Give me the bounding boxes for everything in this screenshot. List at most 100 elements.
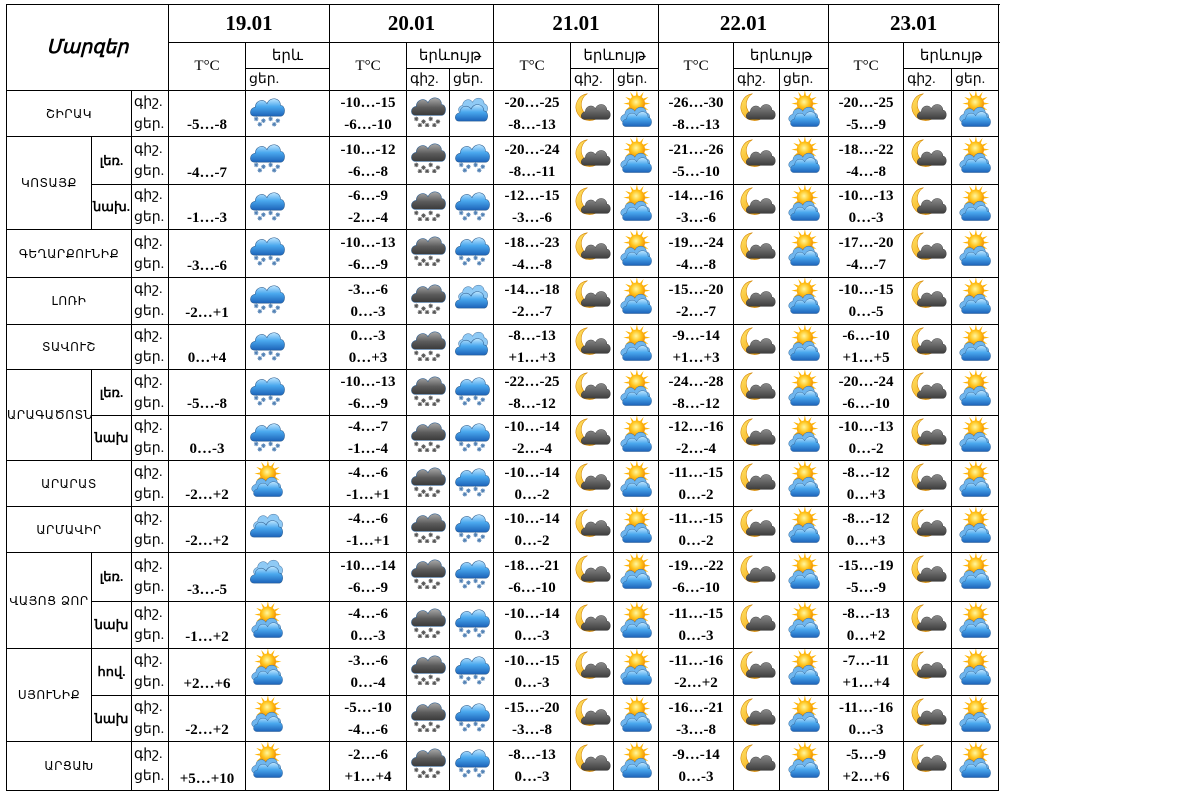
day-weather-icon-cell [613,695,660,742]
day-temperature: -3…-6 [168,229,246,278]
night-weather-icon-cell [733,695,781,742]
night-label: գիշ. [134,234,163,250]
day-weather-icon-cell [449,601,495,649]
day-temperature: +2…+6 [168,648,246,696]
night-weather-icon-cell [570,277,615,325]
forecast-table: Մարզեր19.0120.0121.0122.0123.0124.01T°Cե… [6,4,1000,791]
night-temperature: -15…-19 [838,558,894,574]
day-temperature: -5…-8 [168,90,246,137]
day-weather-icon-cell [951,695,1000,742]
night-label: գիշ. [134,606,163,621]
day-temperature: 0…-3 [350,304,386,320]
night-label: գիշ. [134,141,163,157]
day-weather-icon-cell [779,648,830,696]
sun-cloud-icon [959,416,991,452]
region-name: ԿՈՏԱՅՔ [6,136,92,230]
moon-cloud-icon [575,187,611,215]
moon-cloud-icon [740,139,776,167]
day-weather-icon-cell [779,324,830,370]
region-name: ՇԻՐԱԿ [6,90,132,137]
night-temperature: -15…-20 [668,282,724,298]
day-label: ցեր. [134,532,165,548]
day-weather-icon-cell [779,552,830,602]
snow-storm-cloud-icon [411,748,446,778]
day-weather-icon-cell [613,324,660,370]
day-temperature: -2…+2 [168,460,246,507]
day-temperature: -8…-13 [508,116,556,133]
moon-cloud-icon [575,327,611,355]
day-temperature: -6…-10 [672,580,720,596]
night-weather-icon-cell [903,648,953,696]
region-name: ԳԵՂԱՐՔՈՒՆԻՔ [6,229,132,278]
weather-icon-cell [244,695,331,742]
night-temperature: -11…-15 [668,510,724,527]
snow-cloud-icon [454,192,490,221]
day-weather-icon-cell [951,415,1000,461]
night-day-labels: գիշ. ցեր. [131,506,169,553]
day-temperature: -3…-8 [512,721,553,738]
day-weather-icon-cell [613,648,660,696]
night-temperature: -6…-9 [348,188,389,204]
temperature-range: -6…-9 -2…-4 [329,184,408,230]
night-weather-icon-cell [733,415,781,461]
night-temperature: -3…-6 [348,653,389,669]
sun-cloud-icon [959,461,991,497]
day-weather-icon-cell [779,184,830,230]
blue-cloud-icon [454,284,488,309]
day-temperature: 0…-3 [848,721,884,738]
day-temperature: 0…-3 [514,628,550,644]
temperature-range: -20…-24 -8…-11 [493,136,572,185]
temperature-range: -19…-22 -6…-10 [658,552,735,602]
night-weather-icon-cell [733,136,781,185]
subregion-label: լեռ. [91,136,132,185]
temperature-range: -11…-15 0…-2 [658,460,735,507]
night-weather-icon-cell [570,229,615,278]
subregion-label: լեռ. [91,369,132,416]
moon-cloud-icon [740,327,776,355]
night-temperature: -12…-16 [668,419,724,435]
night-weather-icon-cell [903,324,953,370]
night-temperature: -5…-10 [344,699,392,716]
day-weather-icon-cell [449,184,495,230]
forecast-row: ՇԻՐԱԿ գիշ. ցեր. -5…-8 -10…-15 -6…-10 -20…-25… [6,90,1000,137]
sun-cloud-icon [788,696,820,732]
sun-cloud-icon [251,461,283,497]
day-temperature: -5…-9 [846,580,887,596]
snow-storm-cloud-icon [411,236,446,266]
night-day-labels: գիշ. ցեր. [131,324,169,370]
temperature-range: -4…-6 -1…+1 [329,460,408,507]
sun-cloud-icon [620,370,652,406]
forecast-row: ԱՐԱԳԱԾՈՏՆ լեռ. գիշ. ցեր. -5…-8 -10…-13 -6…-9 [6,369,1000,461]
moon-cloud-icon [575,280,611,308]
day-weather-icon-cell [951,136,1000,185]
day-label: ցեր. [134,210,165,225]
night-temperature: -10…-15 [504,653,560,669]
day-weather-icon-cell [613,229,660,278]
night-weather-icon-cell [903,229,953,278]
snow-storm-cloud-icon [411,655,446,685]
night-weather-icon-cell [903,136,953,185]
night-day-labels: գիշ. ցեր. [131,90,169,137]
night-temperature: -18…-22 [838,141,894,158]
sun-cloud-icon [959,553,991,589]
night-header: գիշ. [733,68,781,91]
forecast-row: ՏԱՎՈՒՇ գիշ. ցեր. 0…+4 0…-3 0…+3 -8…-13 +1…+3-… [6,324,1000,370]
blue-cloud-icon [250,559,283,584]
day-weather-icon-cell [449,741,495,791]
day-weather-icon-cell [951,741,1000,791]
day-weather-icon-cell [951,324,1000,370]
temperature-range: -5…-10 -4…-6 [329,695,408,742]
day-label: ցեր. [134,675,165,690]
night-weather-icon-cell [903,369,953,416]
temperature-range: -15…-20 -3…-8 [493,695,572,742]
day-temperature: -4…-8 [512,256,553,273]
night-temperature: -20…-24 [504,141,560,158]
night-weather-icon-cell [406,277,451,325]
moon-cloud-icon [740,604,776,632]
temperature-range: -24…-28 -8…-12 [658,369,735,416]
day-temperature: 0…-3 [514,675,550,691]
night-temperature: -4…-6 [348,510,389,527]
night-temperature: -10…-13 [340,234,396,251]
forecast-row: ԱՐԱՐԱՏ գիշ. ցեր. -2…+2 -4…-6 -1…+1 -10…-14 0…-… [6,460,1000,507]
temperature-range: -10…-14 0…-2 [493,460,572,507]
